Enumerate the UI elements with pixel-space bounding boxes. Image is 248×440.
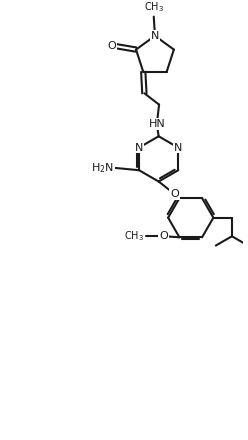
- Text: N: N: [151, 31, 159, 41]
- Text: O: O: [107, 41, 116, 51]
- Text: CH$_3$: CH$_3$: [144, 0, 164, 14]
- Text: CH$_3$: CH$_3$: [124, 229, 144, 243]
- Text: O: O: [170, 189, 179, 199]
- Text: N: N: [135, 143, 143, 153]
- Text: O: O: [159, 231, 168, 241]
- Text: H$_2$N: H$_2$N: [91, 161, 114, 175]
- Text: HN: HN: [149, 119, 165, 129]
- Text: N: N: [174, 143, 183, 153]
